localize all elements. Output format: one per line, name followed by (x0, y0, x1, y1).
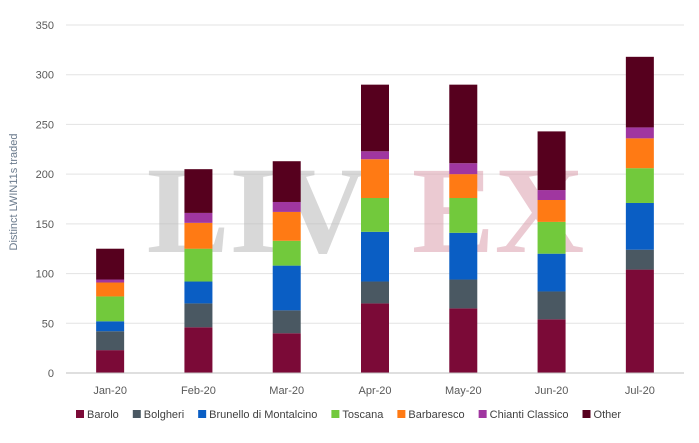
x-tick-label: Jul-20 (625, 385, 655, 397)
bar-segment-barolo (449, 308, 478, 373)
legend-swatch (478, 410, 487, 418)
bar-segment-barbaresco (449, 174, 478, 199)
bar-segment-barolo (361, 303, 389, 373)
bar-segment-toscana (272, 240, 301, 266)
x-tick-label: Jun-20 (535, 385, 569, 397)
bar-segment-barolo (96, 350, 125, 373)
bar-segment-other (449, 84, 478, 164)
bar-segment-chianti-classico (184, 212, 213, 223)
bar-segment-barbaresco (184, 222, 213, 249)
legend-label: Chianti Classico (490, 409, 569, 421)
bar-segment-brunello-di-montalcino (184, 281, 213, 304)
legend-label: Brunello di Montalcino (209, 409, 317, 421)
legend-swatch (331, 410, 340, 418)
y-tick-label: 350 (36, 20, 54, 32)
legend-item-brunello-di-montalcino: Brunello di Montalcino (198, 409, 317, 421)
bar-segment-toscana (449, 198, 478, 233)
y-axis-ticks: 0 50 100 150 200 250 300 350 (36, 20, 54, 380)
bar-segment-toscana (625, 168, 654, 203)
legend-label: Bolgheri (144, 409, 184, 421)
legend-item-chianti-classico: Chianti Classico (478, 409, 569, 421)
bar-segment-other (272, 161, 301, 202)
bar-segment-bolgheri (184, 303, 213, 328)
y-tick-label: 50 (42, 318, 54, 330)
legend-swatch (397, 410, 406, 418)
bar-segment-barbaresco (625, 138, 654, 169)
bar-segment-other (184, 169, 213, 213)
x-tick-label: Apr-20 (358, 385, 391, 397)
bar-segment-brunello-di-montalcino (96, 321, 125, 332)
legend: Barolo Bolgheri Brunello di Montalcino Tosc… (76, 409, 621, 421)
bar-segment-chianti-classico (272, 201, 301, 212)
bar-segment-other (96, 248, 125, 280)
bar-segment-other (361, 84, 389, 152)
x-tick-label: Jan-20 (93, 385, 127, 397)
bar-segment-toscana (537, 221, 566, 254)
bar-segment-brunello-di-montalcino (449, 232, 478, 280)
bar-segment-bolgheri (272, 310, 301, 334)
y-axis-title: Distinct LWIN11s traded (8, 134, 20, 251)
y-tick-label: 150 (36, 219, 54, 231)
legend-item-bolgheri: Bolgheri (132, 409, 184, 421)
bar-segment-bolgheri (537, 291, 566, 320)
x-tick-label: Mar-20 (269, 385, 304, 397)
bars (96, 56, 654, 373)
bar-segment-barolo (272, 333, 301, 373)
bar-segment-barbaresco (272, 211, 301, 241)
legend-swatch (76, 410, 84, 418)
bar-segment-chianti-classico (625, 127, 654, 139)
bar-segment-brunello-di-montalcino (537, 253, 566, 292)
legend-item-barbaresco: Barbaresco (397, 409, 465, 421)
bar-segment-bolgheri (449, 279, 478, 309)
bar-segment-barbaresco (537, 199, 566, 222)
x-axis-ticks: Jan-20 Feb-20 Mar-20 Apr-20 May-20 Jun-20 Jul-… (93, 385, 655, 397)
y-tick-label: 250 (36, 119, 54, 131)
bar-segment-barolo (537, 319, 566, 373)
y-tick-label: 0 (48, 368, 54, 380)
bar-segment-barbaresco (361, 159, 389, 199)
bar-segment-brunello-di-montalcino (272, 265, 301, 311)
bar-segment-chianti-classico (449, 163, 478, 175)
legend-label: Toscana (342, 409, 384, 421)
bar-segment-barolo (184, 327, 213, 373)
bar-segment-barolo (625, 269, 654, 373)
x-tick-label: May-20 (445, 385, 482, 397)
y-tick-label: 100 (36, 269, 54, 281)
legend-swatch (582, 410, 591, 418)
legend-item-toscana: Toscana (331, 409, 384, 421)
bar-segment-toscana (361, 198, 389, 232)
bar-segment-toscana (96, 296, 125, 322)
y-tick-label: 200 (36, 169, 54, 181)
legend-label: Other (594, 409, 622, 421)
x-tick-label: Feb-20 (181, 385, 216, 397)
bar-segment-bolgheri (96, 331, 125, 351)
bar-segment-other (625, 56, 654, 128)
watermark-text-left: LIV (147, 142, 368, 279)
legend-swatch (198, 410, 207, 418)
legend-label: Barbaresco (408, 409, 464, 421)
bar-segment-barbaresco (96, 282, 125, 297)
bar-segment-other (537, 131, 566, 191)
bar-segment-chianti-classico (537, 190, 566, 200)
y-tick-label: 300 (36, 70, 54, 82)
bar-segment-chianti-classico (361, 151, 389, 160)
bar-segment-bolgheri (625, 249, 654, 270)
legend-item-other: Other (582, 409, 622, 421)
bar-segment-toscana (184, 248, 213, 282)
bar-segment-chianti-classico (96, 279, 125, 283)
bar-segment-bolgheri (361, 281, 389, 304)
bar-segment-brunello-di-montalcino (625, 202, 654, 250)
legend-swatch (132, 410, 141, 418)
bar-segment-brunello-di-montalcino (361, 231, 389, 282)
legend-label: Barolo (87, 409, 119, 421)
legend-item-barolo: Barolo (76, 409, 119, 421)
